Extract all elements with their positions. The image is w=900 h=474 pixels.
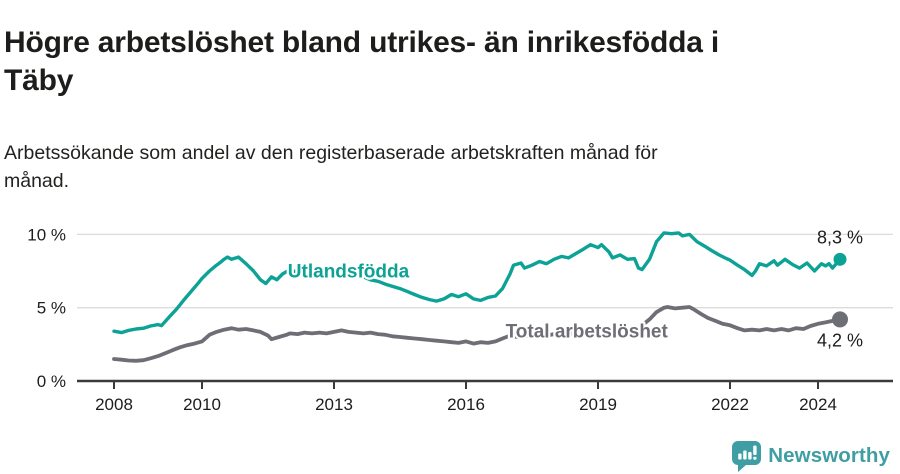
chart-canvas: 0 % 5 % 10 % 2008 2010 2013 2016 2019 2022 2024 8,… — [27, 225, 893, 414]
exclamation-dot — [753, 456, 757, 460]
y-tick-label-10: 10 % — [27, 225, 66, 244]
series-name-label-utlandsfodda: Utlandsfödda — [288, 261, 410, 282]
x-tick-label-2008: 2008 — [95, 395, 133, 414]
title-line-1: Högre arbetslöshet bland utrikes- än inr… — [4, 26, 719, 60]
bar-3 — [748, 451, 752, 459]
title-line-2: Täby — [4, 64, 74, 98]
bar-2 — [743, 450, 747, 459]
subtitle-line-1: Arbetssökande som andel av den registerb… — [4, 141, 658, 164]
subtitle-line-2: månad. — [4, 169, 70, 192]
x-tick-label-2010: 2010 — [183, 395, 221, 414]
footer: Newsworthy — [0, 438, 900, 474]
series-end-dot-utlandsfodda — [833, 252, 847, 266]
series-line-utlandsfodda — [112, 231, 842, 335]
series-end-dot-total — [832, 311, 848, 328]
newsworthy-logo-icon — [732, 440, 762, 472]
exclamation-bar — [753, 445, 757, 455]
series-name-label-total: Total arbetslöshet — [506, 321, 669, 342]
bar-1 — [738, 453, 742, 459]
x-tick-label-2024: 2024 — [799, 395, 837, 414]
x-tick-label-2016: 2016 — [447, 395, 485, 414]
newsworthy-brand: Newsworthy — [732, 440, 890, 472]
y-tick-label-5: 5 % — [37, 299, 66, 318]
x-tick-label-2013: 2013 — [315, 395, 353, 414]
x-tick-label-2022: 2022 — [711, 395, 749, 414]
page-title: Högre arbetslöshet bland utrikes- än inr… — [4, 24, 896, 100]
chart-subtitle: Arbetssökande som andel av den registerb… — [4, 139, 896, 195]
end-value-label-utlandsfodda: 8,3 % — [817, 227, 863, 247]
series-line-total — [112, 305, 842, 363]
x-tick-label-2019: 2019 — [579, 395, 617, 414]
line-chart: 0 % 5 % 10 % 2008 2010 2013 2016 2019 2022 2024 8,… — [0, 205, 900, 435]
end-value-label-total: 4,2 % — [817, 330, 863, 350]
brand-name: Newsworthy — [768, 444, 890, 467]
y-tick-label-0: 0 % — [37, 372, 66, 391]
